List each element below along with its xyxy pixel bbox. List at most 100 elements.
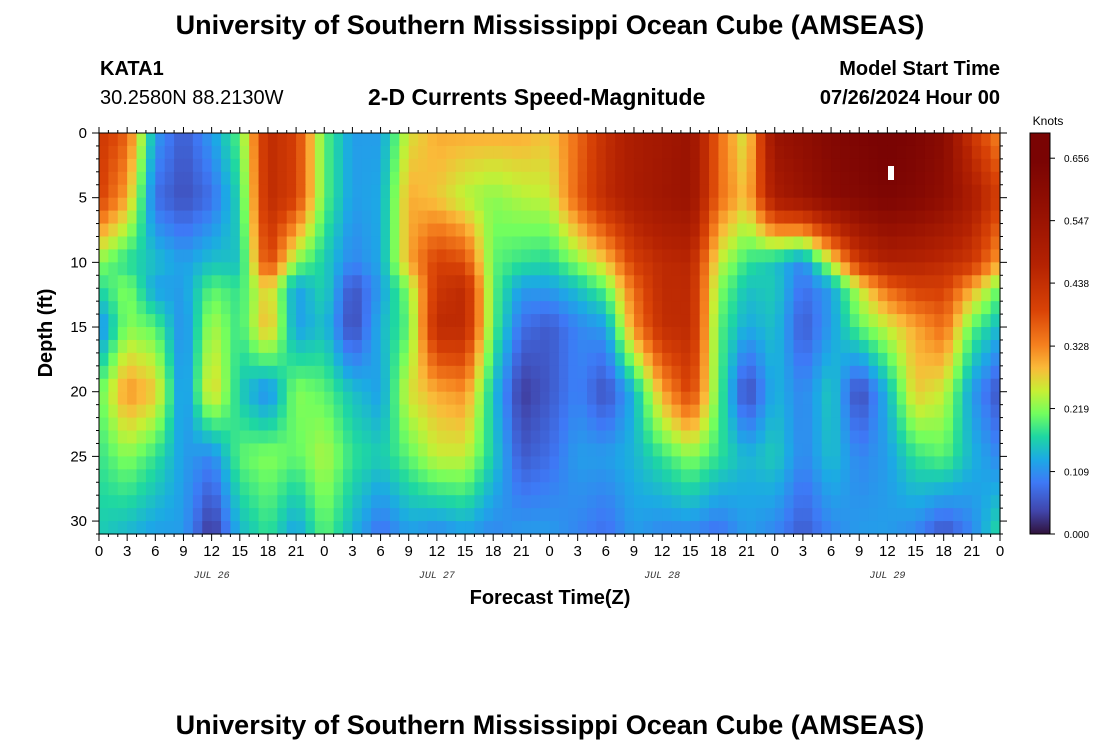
- heatmap-cell: [343, 197, 354, 212]
- heatmap-cell: [587, 508, 598, 522]
- heatmap-cell: [699, 378, 710, 393]
- heatmap-cell: [127, 365, 138, 380]
- heatmap-cell: [859, 262, 870, 276]
- heatmap-cell: [587, 352, 598, 367]
- heatmap-cell: [465, 236, 476, 251]
- heatmap-cell: [962, 327, 973, 341]
- heatmap-cell: [915, 327, 926, 341]
- heatmap-cell: [887, 184, 898, 199]
- heatmap-cell: [427, 365, 438, 380]
- heatmap-cell: [784, 145, 795, 160]
- heatmap-cell: [737, 301, 748, 315]
- heatmap-cell: [361, 443, 372, 457]
- heatmap-cell: [183, 314, 194, 328]
- heatmap-cell: [652, 262, 663, 276]
- heatmap-cell: [296, 378, 307, 393]
- heatmap-cell: [868, 417, 879, 432]
- heatmap-cell: [746, 365, 757, 380]
- heatmap-cell: [446, 508, 457, 522]
- heatmap-cell: [164, 482, 175, 496]
- heatmap-cell: [962, 133, 973, 147]
- heatmap-cell: [727, 521, 738, 535]
- heatmap-cell: [174, 223, 185, 238]
- heatmap-cell: [953, 314, 964, 328]
- heatmap-cell: [971, 365, 982, 380]
- heatmap-cell: [99, 314, 109, 328]
- y-tick-label: 30: [70, 513, 87, 530]
- heatmap-cell: [727, 404, 738, 419]
- heatmap-cell: [568, 197, 579, 212]
- heatmap-cell: [558, 288, 569, 302]
- heatmap-cell: [286, 327, 297, 341]
- heatmap-cell: [774, 223, 785, 238]
- heatmap-cell: [389, 145, 400, 160]
- heatmap-cell: [662, 430, 673, 445]
- heatmap-cell: [643, 249, 654, 263]
- heatmap-cell: [615, 288, 626, 302]
- heatmap-cell: [361, 158, 372, 173]
- heatmap-cell: [164, 249, 175, 263]
- heatmap-cell: [474, 404, 485, 419]
- heatmap-cell: [699, 521, 710, 535]
- heatmap-cell: [483, 469, 494, 483]
- heatmap-cell: [596, 378, 607, 393]
- heatmap-cell: [755, 249, 766, 263]
- heatmap-cell: [249, 223, 260, 238]
- heatmap-cell: [436, 456, 447, 470]
- heatmap-cell: [455, 210, 466, 225]
- heatmap-cell: [418, 508, 429, 522]
- heatmap-cell: [465, 210, 476, 225]
- heatmap-cell: [680, 249, 691, 263]
- heatmap-cell: [540, 249, 551, 263]
- heatmap-cell: [605, 365, 616, 380]
- heatmap-cell: [117, 521, 128, 535]
- heatmap-cell: [314, 210, 325, 225]
- heatmap-cell: [530, 495, 541, 509]
- heatmap-cell: [314, 378, 325, 393]
- heatmap-cell: [849, 482, 860, 496]
- heatmap-cell: [737, 314, 748, 328]
- heatmap-cell: [314, 352, 325, 367]
- heatmap-cell: [183, 339, 194, 354]
- heatmap-cell: [174, 158, 185, 173]
- heatmap-cell: [474, 352, 485, 367]
- heatmap-cell: [953, 391, 964, 406]
- heatmap-cell: [249, 236, 260, 251]
- heatmap-cell: [615, 197, 626, 212]
- heatmap-cell: [737, 456, 748, 470]
- heatmap-cell: [971, 327, 982, 341]
- heatmap-cell: [277, 495, 288, 509]
- heatmap-cell: [887, 352, 898, 367]
- heatmap-cell: [502, 275, 513, 289]
- heatmap-cell: [624, 236, 635, 251]
- heatmap-cell: [521, 158, 532, 173]
- heatmap-cell: [155, 210, 166, 225]
- heatmap-cell: [436, 288, 447, 302]
- heatmap-cell: [296, 417, 307, 432]
- heatmap-cell: [587, 327, 598, 341]
- heatmap-cell: [971, 508, 982, 522]
- heatmap-cell: [840, 275, 851, 289]
- heatmap-cell: [230, 417, 241, 432]
- heatmap-cell: [577, 288, 588, 302]
- heatmap-cell: [821, 508, 832, 522]
- heatmap-cell: [755, 301, 766, 315]
- heatmap-cell: [380, 275, 391, 289]
- heatmap-cell: [615, 378, 626, 393]
- heatmap-cell: [174, 482, 185, 496]
- heatmap-cell: [258, 417, 269, 432]
- heatmap-cell: [990, 133, 1001, 147]
- heatmap-cell: [277, 482, 288, 496]
- heatmap-cell: [361, 249, 372, 263]
- heatmap-cell: [502, 430, 513, 445]
- heatmap-cell: [774, 365, 785, 380]
- heatmap-cell: [108, 184, 119, 199]
- heatmap-cell: [718, 314, 729, 328]
- heatmap-cell: [465, 288, 476, 302]
- heatmap-cell: [568, 482, 579, 496]
- heatmap-cell: [155, 158, 166, 173]
- heatmap-cell: [821, 197, 832, 212]
- heatmap-cell: [296, 275, 307, 289]
- heatmap-cell: [737, 391, 748, 406]
- heatmap-cell: [924, 314, 935, 328]
